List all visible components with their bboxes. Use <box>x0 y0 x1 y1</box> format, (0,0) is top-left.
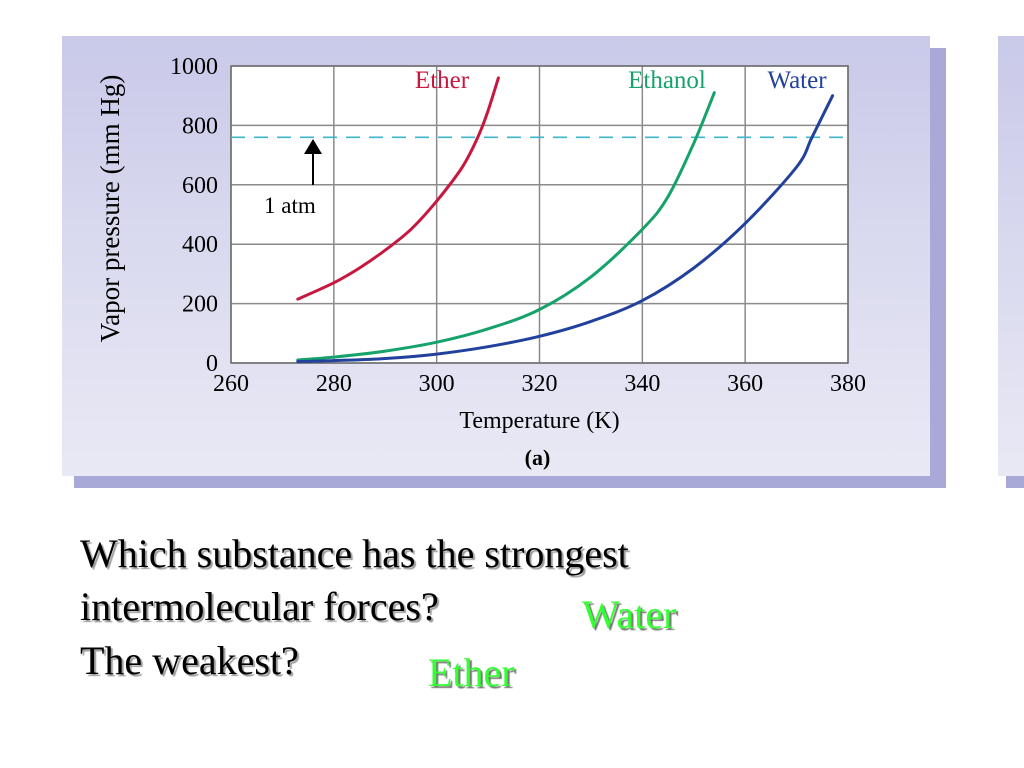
x-tick-label-380: 380 <box>830 371 866 397</box>
one-atm-arrow-head <box>304 139 322 154</box>
x-tick-label-360: 360 <box>727 371 763 397</box>
y-tick-label-400: 400 <box>182 232 218 258</box>
plot-frame <box>230 65 849 364</box>
question-line-2: intermolecular forces? <box>80 584 439 629</box>
next-panel-edge <box>998 36 1024 476</box>
answer-weakest: Ether <box>428 650 515 695</box>
chart-caption: (a) <box>525 445 551 470</box>
y-tick-label-800: 800 <box>182 113 218 139</box>
y-tick-label-200: 200 <box>182 292 218 318</box>
series-label-ether: Ether <box>415 67 470 94</box>
x-tick-label-300: 300 <box>419 371 455 397</box>
question-line-3: The weakest? <box>80 638 299 683</box>
one-atm-label: 1 atm <box>264 193 316 218</box>
series-line-water <box>296 94 835 363</box>
x-tick-label-340: 340 <box>624 371 660 397</box>
y-tick-label-1000: 1000 <box>170 54 218 80</box>
y-tick-label-600: 600 <box>182 173 218 199</box>
x-axis-title: Temperature (K) <box>459 408 619 434</box>
series-line-ethanol <box>296 91 716 362</box>
series-line-ether <box>296 76 500 301</box>
y-axis-title: Vapor pressure (mm Hg) <box>95 75 125 343</box>
series-label-water: Water <box>767 67 827 94</box>
answer-strongest: Water <box>582 592 677 637</box>
series-label-ethanol: Ethanol <box>628 67 706 94</box>
question-line-1: Which substance has the strongest <box>80 531 629 576</box>
x-tick-label-280: 280 <box>316 371 352 397</box>
x-tick-label-260: 260 <box>213 371 249 397</box>
y-tick-label-0: 0 <box>206 351 218 377</box>
x-tick-label-320: 320 <box>522 371 558 397</box>
